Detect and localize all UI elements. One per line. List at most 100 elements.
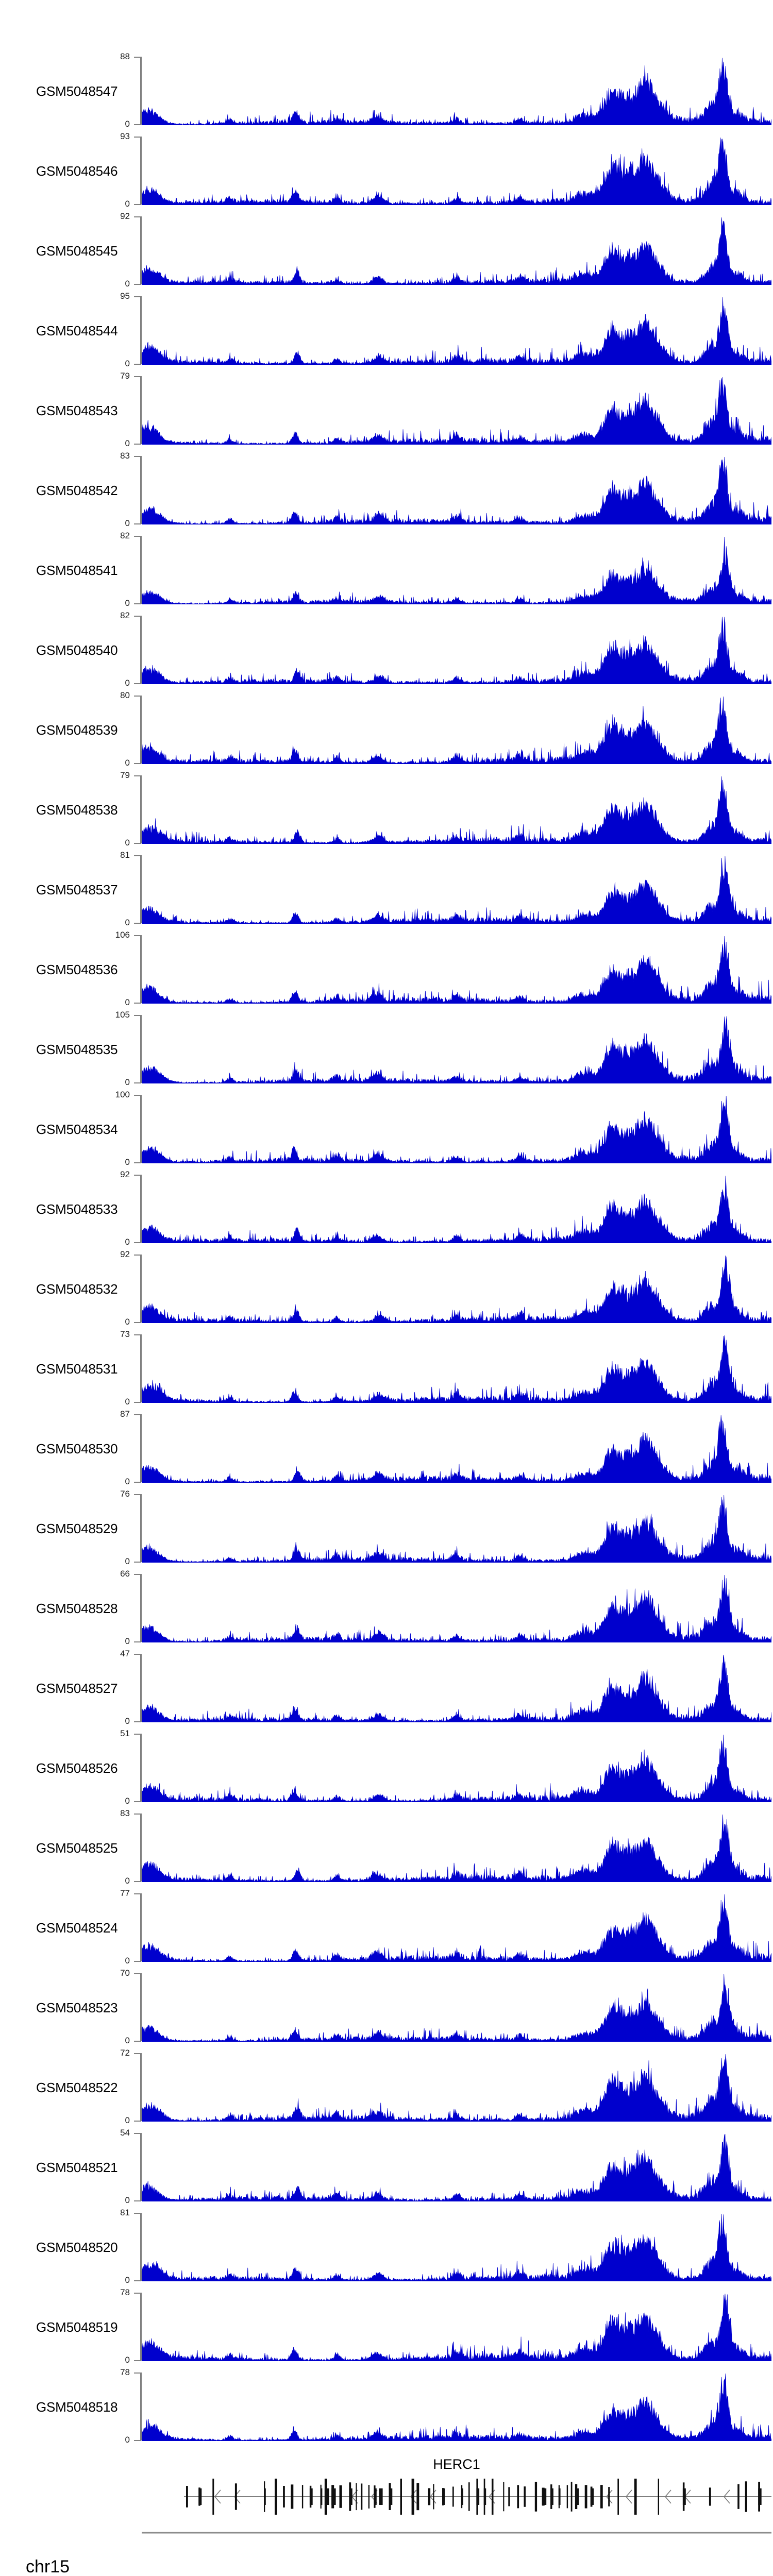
coverage-profile[interactable] [142, 775, 771, 844]
axis-max-label: 82 [120, 611, 130, 620]
coverage-track[interactable]: GSM5048547 88 0 [0, 52, 773, 131]
coverage-track[interactable]: GSM5048541 82 0 [0, 531, 773, 611]
axis-tick-bottom [134, 683, 141, 684]
coverage-profile[interactable] [142, 456, 771, 524]
axis-min-label: 0 [125, 758, 130, 768]
track-y-axis [140, 1255, 142, 1323]
axis-tick-top [134, 1574, 141, 1575]
coverage-track[interactable]: GSM5048530 87 0 [0, 1409, 773, 1489]
axis-tick-top [134, 2372, 141, 2374]
coverage-track[interactable]: GSM5048527 47 0 [0, 1649, 773, 1728]
coverage-profile[interactable] [142, 2053, 771, 2122]
coverage-profile[interactable] [142, 376, 771, 445]
axis-min-label: 0 [125, 199, 130, 209]
coverage-track[interactable]: GSM5048531 73 0 [0, 1329, 773, 1409]
coverage-profile[interactable] [142, 2293, 771, 2361]
coverage-track[interactable]: GSM5048544 95 0 [0, 291, 773, 371]
coverage-track[interactable]: GSM5048533 92 0 [0, 1170, 773, 1249]
axis-tick-bottom [134, 843, 141, 844]
axis-min-label: 0 [125, 2195, 130, 2205]
axis-min-label: 0 [125, 1317, 130, 1327]
coverage-profile[interactable] [142, 855, 771, 924]
coverage-profile[interactable] [142, 1175, 771, 1243]
coverage-track[interactable]: GSM5048525 83 0 [0, 1808, 773, 1888]
axis-tick-top [134, 1654, 141, 1655]
coverage-profile[interactable] [142, 1255, 771, 1323]
coverage-profile[interactable] [142, 935, 771, 1004]
track-y-axis [140, 2133, 142, 2201]
coverage-profile[interactable] [142, 1973, 771, 2042]
coverage-track[interactable]: GSM5048519 78 0 [0, 2287, 773, 2367]
track-y-axis [140, 456, 142, 524]
coverage-profile[interactable] [142, 2372, 771, 2441]
axis-max-label: 92 [120, 211, 130, 221]
coverage-track[interactable]: GSM5048543 79 0 [0, 371, 773, 451]
coverage-track[interactable]: GSM5048529 76 0 [0, 1489, 773, 1569]
coverage-profile[interactable] [142, 1334, 771, 1403]
track-y-axis [140, 1574, 142, 1642]
coverage-profile[interactable] [142, 216, 771, 285]
coverage-profile[interactable] [142, 616, 771, 684]
axis-min-label: 0 [125, 1876, 130, 1886]
coverage-track[interactable]: GSM5048545 92 0 [0, 211, 773, 291]
axis-tick-top [134, 775, 141, 776]
coverage-profile[interactable] [142, 1494, 771, 1563]
coverage-profile[interactable] [142, 1095, 771, 1163]
coverage-profile[interactable] [142, 57, 771, 125]
coverage-track[interactable]: GSM5048521 54 0 [0, 2128, 773, 2208]
axis-min-label: 0 [125, 1397, 130, 1406]
track-y-axis [140, 1494, 142, 1562]
axis-min-label: 0 [125, 1077, 130, 1087]
track-sample-label: GSM5048523 [36, 2000, 118, 2015]
gene-model-exons[interactable] [142, 2475, 771, 2518]
track-y-axis [140, 2053, 142, 2121]
gene-annotation-track[interactable]: HERC1 [0, 2456, 773, 2523]
coverage-track[interactable]: GSM5048528 66 0 [0, 1569, 773, 1649]
coverage-profile[interactable] [142, 536, 771, 604]
axis-tick-top [134, 137, 141, 138]
axis-min-label: 0 [125, 1716, 130, 1726]
coverage-track[interactable]: GSM5048526 51 0 [0, 1728, 773, 1808]
coverage-track[interactable]: GSM5048523 70 0 [0, 1968, 773, 2048]
coverage-profile[interactable] [142, 2133, 771, 2201]
axis-max-label: 77 [120, 1888, 130, 1898]
coordinate-ruler[interactable]: 63.7Mb63.8Mb [142, 2529, 771, 2576]
coverage-track[interactable]: GSM5048538 79 0 [0, 770, 773, 850]
axis-min-label: 0 [125, 838, 130, 848]
track-y-axis [140, 1814, 142, 1882]
coverage-track[interactable]: GSM5048537 81 0 [0, 850, 773, 930]
coverage-track[interactable]: GSM5048536 106 0 [0, 930, 773, 1010]
coverage-profile[interactable] [142, 696, 771, 764]
coverage-profile[interactable] [142, 1574, 771, 1642]
coverage-profile[interactable] [142, 1734, 771, 1802]
coverage-profile[interactable] [142, 137, 771, 205]
coverage-profile[interactable] [142, 1893, 771, 1962]
coverage-profile[interactable] [142, 296, 771, 365]
coverage-track[interactable]: GSM5048540 82 0 [0, 611, 773, 690]
coverage-profile[interactable] [142, 1414, 771, 1483]
coverage-track[interactable]: GSM5048534 100 0 [0, 1090, 773, 1170]
coverage-track[interactable]: GSM5048520 81 0 [0, 2208, 773, 2287]
axis-tick-bottom [134, 1322, 141, 1323]
coverage-track[interactable]: GSM5048532 92 0 [0, 1249, 773, 1329]
coverage-track[interactable]: GSM5048535 105 0 [0, 1010, 773, 1090]
axis-min-label: 0 [125, 1556, 130, 1566]
coverage-track[interactable]: GSM5048524 77 0 [0, 1888, 773, 1968]
coverage-track[interactable]: GSM5048542 83 0 [0, 451, 773, 531]
track-sample-label: GSM5048533 [36, 1201, 118, 1217]
coverage-track[interactable]: GSM5048518 78 0 [0, 2367, 773, 2447]
track-y-axis [140, 1734, 142, 1802]
coverage-profile[interactable] [142, 1814, 771, 1882]
track-sample-label: GSM5048520 [36, 2240, 118, 2255]
axis-tick-top [134, 296, 141, 297]
axis-tick-top [134, 1175, 141, 1176]
coverage-profile[interactable] [142, 1654, 771, 1722]
coverage-track[interactable]: GSM5048539 80 0 [0, 690, 773, 770]
coverage-track[interactable]: GSM5048522 72 0 [0, 2048, 773, 2128]
axis-min-label: 0 [125, 1237, 130, 1247]
axis-tick-top [134, 456, 141, 457]
track-y-axis [140, 775, 142, 843]
coverage-track[interactable]: GSM5048546 93 0 [0, 131, 773, 211]
coverage-profile[interactable] [142, 1015, 771, 1083]
coverage-profile[interactable] [142, 2213, 771, 2281]
